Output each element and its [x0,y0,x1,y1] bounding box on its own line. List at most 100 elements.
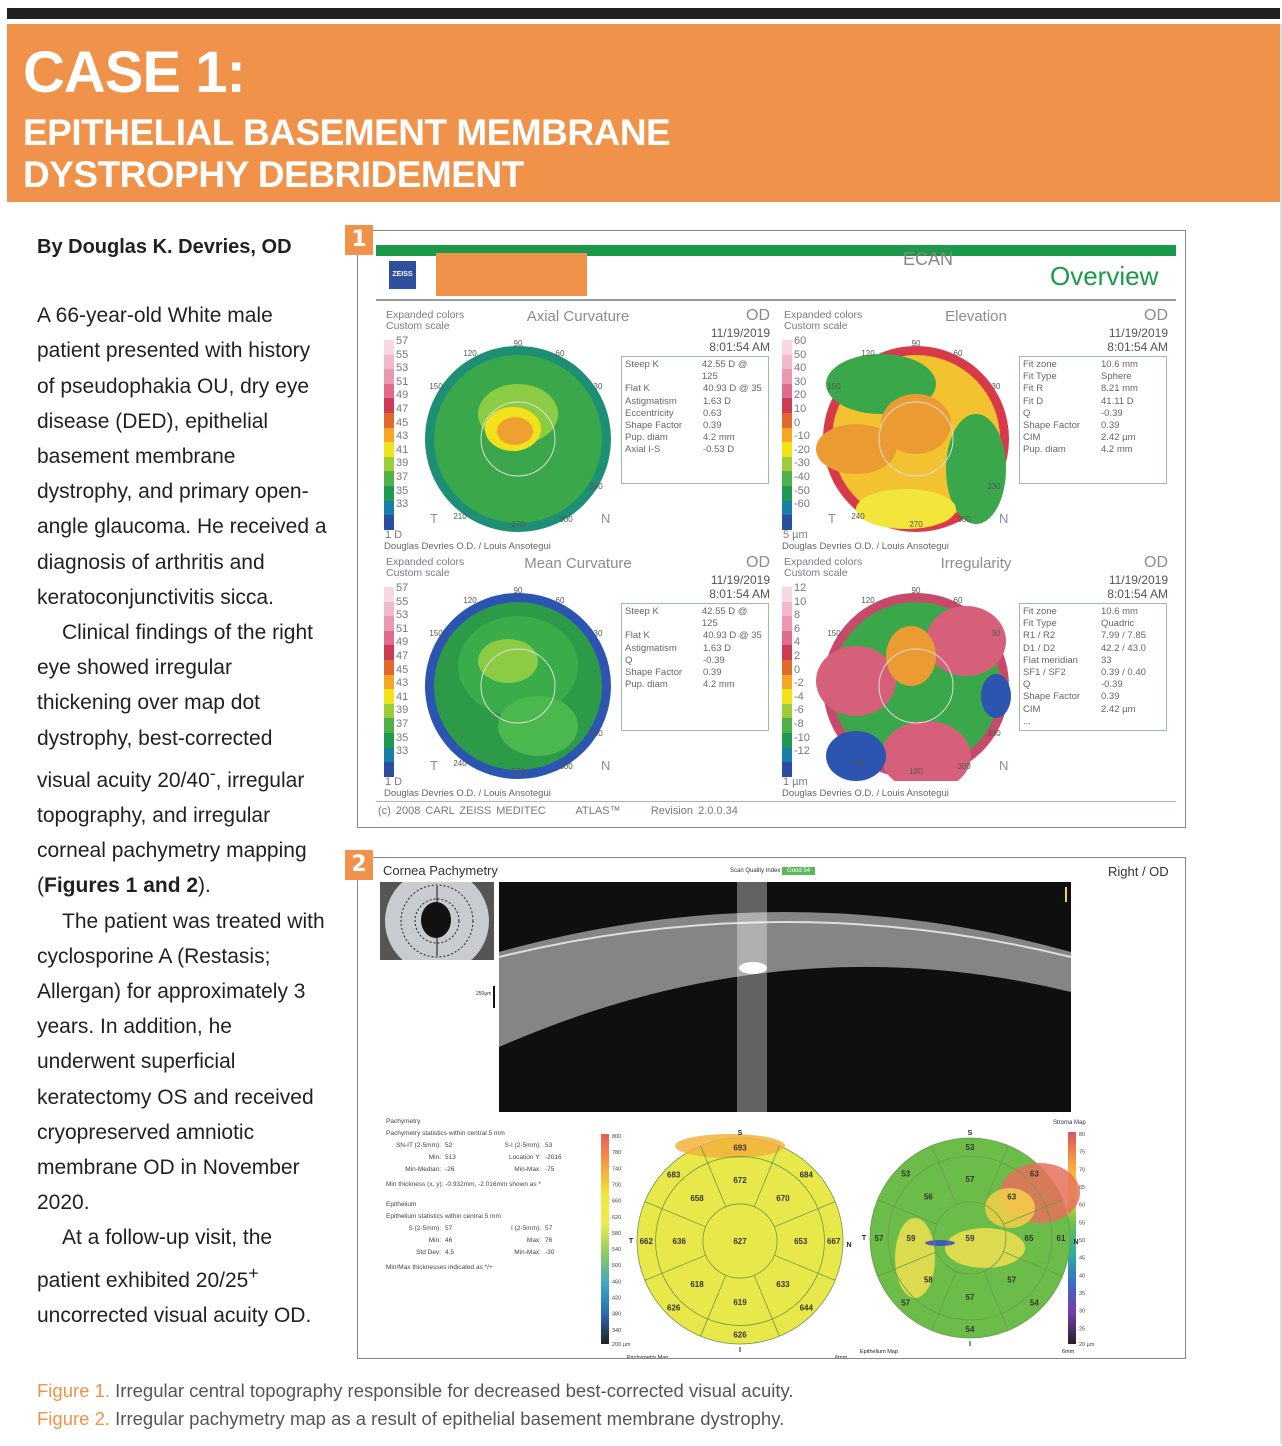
superior-label: S [968,1130,973,1137]
color-scale-tick: 39 [396,704,409,717]
angle-label: 150 [429,629,443,638]
text: Clinical findings of the right eye showe… [37,621,313,792]
color-scale-swatch [384,645,394,660]
measurement-row: Pup. diam 4.2 mm [1023,444,1163,456]
exam-time: 8:01:54 AM [709,340,770,354]
scale-mode: Custom scale [386,567,450,579]
color-scale-swatch [384,471,394,486]
caption-text: Irregular central topography responsible… [110,1380,794,1401]
stat-label: Min-Max: [514,1166,541,1173]
caption-label: Figure 1. [37,1380,111,1401]
color-scale-swatch [384,747,394,763]
stat-value: 53 [545,1142,553,1149]
stat-label: Max: [526,1237,541,1244]
measurement-row: Q -0.39 [1023,679,1163,691]
exam-datetime: 11/19/2019 8:01:54 AM [1107,573,1168,601]
angle-label: 240 [851,512,865,521]
stats-row: Min: 46 Max: 76 [386,1235,576,1247]
pachymetry-stats: Pachymetry Pachymetry statistics within c… [386,1116,576,1191]
measurement-value: 4.2 mm [703,432,735,444]
scale-unit: 1 µm [783,776,808,788]
inner-sector-value: 658 [690,1194,704,1203]
color-scale-tick: 20 [794,389,807,402]
measurement-value: 0.39 [1101,420,1120,432]
measurement-value: 1.63 D [703,395,731,407]
stat-value: 76 [545,1237,553,1244]
outer-sector-value: 53 [966,1143,975,1152]
color-scale-tick: -50 [794,484,810,497]
measurement-row: Shape Factor 0.39 [1023,691,1163,703]
color-scale-tick: 33 [396,498,409,511]
color-scale-swatch [782,703,792,719]
measurement-value: 42.55 D @ 125 [701,606,748,630]
measurement-label: Pup. diam [1023,444,1066,456]
map-title: Epithelium Map [860,1349,898,1355]
signature: Douglas Devries O.D. / Louis Ansotegui [384,788,551,799]
inferior-label: I [739,1347,741,1354]
scale-bar-label: 250µm [476,991,492,997]
color-scale-swatch [782,383,792,399]
color-scale-tick: 340 [612,1328,621,1334]
measurement-row: Astigmatism 1.63 D [625,643,765,655]
scan-quality: Scan Quality Index Good 54 [730,867,816,875]
inferior-label: I [969,1341,971,1348]
inner-sector-value: 57 [966,1175,975,1184]
stats-row: Min-Median: -26 Min-Max: -75 [386,1164,576,1176]
measurement-label: Steep K [625,606,659,617]
measurement-row: Fit R 8.21 mm [1023,383,1163,395]
revision: Revision 2.0.0.34 [650,805,738,817]
color-scale-swatch [782,659,792,675]
zeiss-logo: ZEISS [389,261,416,289]
color-scale-swatch [384,732,394,748]
measurement-value: 10.6 mm [1101,359,1138,370]
color-scale-swatch [782,369,792,384]
panel-header: Expanded colors Custom scale [784,310,862,332]
measurement-row: Fit zone 10.6 mm [1023,606,1163,618]
color-scale-tick: 41 [396,443,409,456]
measurement-row: ... [1023,716,1163,728]
caption-figure-1: Figure 1. Irregular central topography r… [37,1377,794,1405]
inner-sector-value: 618 [690,1280,704,1289]
case-header: CASE 1: EPITHELIAL BASEMENT MEMBRANE DYS… [7,24,1280,202]
outer-sector-value: 57 [875,1234,884,1243]
stroma-map-checkbox[interactable]: Stroma Map [1053,1120,1086,1126]
angle-label: 150 [429,382,443,391]
measurement-label: Fit Type [1023,371,1057,383]
panel-header: Expanded colors Custom scale [784,557,862,579]
temporal-label: T [629,1238,634,1245]
eye-label: OD [746,554,770,571]
scale-unit: 20 µm [1079,1342,1095,1348]
outer-sector-value: 626 [667,1303,681,1312]
topography-panel: Expanded colors Custom scale Elevation OD… [776,304,1172,552]
angle-label: 210 [453,512,467,521]
color-scale-tick: 65 [1079,1185,1085,1191]
measurement-label: Steep K [625,359,659,370]
measurement-label: Astigmatism [625,395,677,407]
measurement-row: Pup. diam 4.2 mm [625,432,765,444]
color-scale-tick: 50 [1079,1238,1085,1244]
color-scale-tick: -10 [794,731,810,744]
measurement-label: Shape Factor [1023,420,1081,432]
outer-sector-value: 53 [901,1170,910,1179]
color-scale-swatch [384,689,394,704]
outer-sector-value: 54 [1030,1298,1039,1307]
color-scale-tick: -30 [794,457,810,470]
divider [376,801,1176,802]
color-scale-swatch [782,398,792,413]
color-scale-tick: 6 [794,622,801,635]
measurement-label: Q [625,654,633,666]
color-scale-swatch [782,674,792,690]
exam-datetime: 11/19/2019 8:01:54 AM [709,573,770,601]
measurement-label: Pup. diam [625,679,668,691]
exam-date: 11/19/2019 [1108,326,1168,340]
color-scale [384,340,394,530]
color-scale-swatch [384,659,394,675]
measurement-label: Eccentricity [625,407,674,419]
scale-bar [493,986,495,1008]
color-scale-tick: 49 [396,636,409,649]
measurement-row: Pup. diam 4.2 mm [625,679,765,691]
panel-title: Mean Curvature [524,555,632,572]
angle-label: 120 [861,596,875,605]
captions: Figure 1. Irregular central topography r… [37,1377,794,1433]
angle-label: 330 [589,482,603,491]
